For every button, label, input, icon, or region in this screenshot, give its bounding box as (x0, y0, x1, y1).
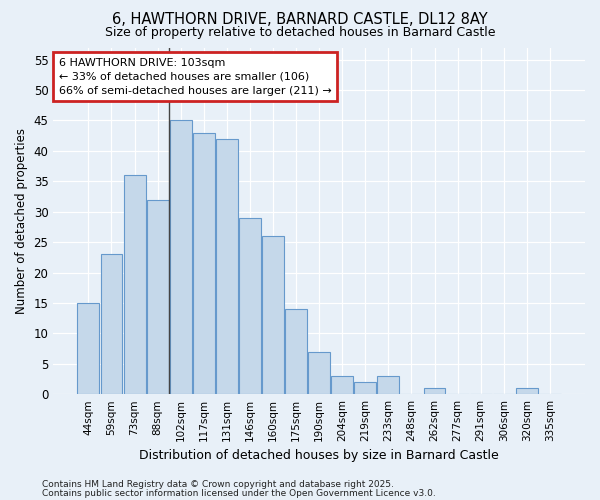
Bar (170, 120, 191, 394)
Bar (331, 376, 353, 394)
Bar (424, 388, 445, 394)
Text: Size of property relative to detached houses in Barnard Castle: Size of property relative to detached ho… (105, 26, 495, 39)
Bar (262, 236, 284, 394)
Text: 6, HAWTHORN DRIVE, BARNARD CASTLE, DL12 8AY: 6, HAWTHORN DRIVE, BARNARD CASTLE, DL12 … (112, 12, 488, 28)
Text: 6 HAWTHORN DRIVE: 103sqm
← 33% of detached houses are smaller (106)
66% of semi-: 6 HAWTHORN DRIVE: 103sqm ← 33% of detach… (59, 58, 331, 96)
Bar (77, 303, 100, 394)
Bar (146, 200, 169, 394)
Bar (216, 138, 238, 394)
Text: Contains public sector information licensed under the Open Government Licence v3: Contains public sector information licen… (42, 489, 436, 498)
Bar (355, 382, 376, 394)
Bar (101, 254, 122, 394)
Bar (285, 309, 307, 394)
Bar (239, 218, 261, 394)
X-axis label: Distribution of detached houses by size in Barnard Castle: Distribution of detached houses by size … (139, 450, 499, 462)
Bar (516, 388, 538, 394)
Y-axis label: Number of detached properties: Number of detached properties (15, 128, 28, 314)
Bar (377, 376, 400, 394)
Bar (193, 132, 215, 394)
Bar (124, 175, 146, 394)
Bar (308, 352, 330, 394)
Text: Contains HM Land Registry data © Crown copyright and database right 2025.: Contains HM Land Registry data © Crown c… (42, 480, 394, 489)
